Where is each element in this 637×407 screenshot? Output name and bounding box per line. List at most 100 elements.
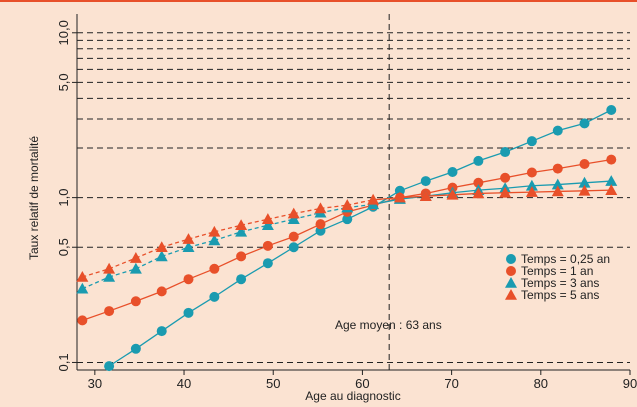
legend-label: Temps = 5 ans	[521, 288, 599, 302]
series-segment	[188, 239, 215, 248]
data-point	[579, 158, 590, 169]
data-point	[606, 154, 617, 165]
legend-item-3: Temps = 5 ans	[505, 288, 599, 302]
series-segment	[505, 185, 532, 189]
series-segment	[108, 257, 137, 270]
data-point	[130, 343, 141, 354]
series-segment	[108, 348, 137, 367]
data-point	[552, 163, 563, 174]
vline-annotation: Age moyen : 63 ans	[335, 318, 442, 332]
legend-marker	[505, 277, 517, 288]
data-point	[235, 225, 248, 237]
series-segment	[584, 180, 612, 184]
series-2	[76, 175, 618, 294]
grid-lines	[77, 14, 630, 370]
series-segment	[267, 212, 294, 220]
series-segment	[108, 268, 137, 278]
series-segment	[161, 238, 189, 248]
series-segment	[452, 192, 479, 196]
legend-item-1: Temps = 1 an	[506, 264, 593, 278]
data-point	[500, 147, 511, 158]
series-segment	[557, 182, 585, 186]
series-segment	[505, 191, 532, 194]
data-point	[261, 213, 274, 224]
data-point	[182, 233, 195, 244]
data-point	[342, 214, 353, 225]
legend-item-2: Temps = 3 ans	[505, 276, 599, 290]
data-point	[287, 207, 300, 219]
data-point	[578, 176, 591, 188]
data-point	[77, 315, 88, 326]
series-segment	[240, 224, 269, 233]
data-point	[315, 219, 326, 230]
series-segment	[425, 194, 453, 197]
data-point	[419, 190, 432, 202]
data-point	[76, 282, 89, 294]
data-point	[552, 125, 563, 136]
data-point	[473, 177, 484, 188]
data-point	[525, 179, 538, 191]
data-point	[525, 186, 538, 197]
legend-marker	[506, 254, 516, 264]
x-tick-label: 50	[266, 376, 280, 391]
data-point	[526, 167, 537, 178]
x-tick-label: 60	[355, 376, 369, 391]
data-point	[129, 252, 142, 263]
x-tick-label: 80	[534, 376, 548, 391]
data-point	[261, 219, 274, 231]
data-point	[183, 307, 194, 318]
data-point	[76, 270, 89, 282]
data-point	[208, 225, 221, 237]
data-point	[182, 241, 195, 253]
y-tick-label: 0,1	[56, 353, 71, 371]
data-point	[104, 361, 115, 372]
series-segment	[240, 218, 269, 226]
legend-label: Temps = 3 ans	[521, 276, 599, 290]
data-point	[288, 231, 299, 242]
series-segment	[399, 195, 426, 199]
series-segment	[240, 262, 269, 280]
data-point	[420, 176, 431, 187]
axes: Age au diagnostic Taux relatif de mortal…	[27, 14, 637, 403]
data-point	[605, 184, 618, 195]
series-3	[76, 184, 618, 282]
data-point	[129, 262, 142, 274]
data-point	[155, 250, 168, 262]
data-point	[262, 258, 273, 269]
legend-marker	[506, 266, 516, 276]
data-point	[446, 188, 459, 200]
data-point	[287, 213, 300, 224]
data-point	[209, 291, 220, 302]
y-tick-label: 0,5	[56, 238, 71, 256]
series-segment	[82, 276, 110, 290]
data-point	[606, 105, 617, 116]
series-1	[77, 154, 617, 326]
series-segment	[452, 189, 479, 194]
data-point	[499, 186, 512, 198]
series-group	[76, 105, 618, 372]
legend-item-0: Temps = 0,25 an	[506, 252, 610, 266]
data-point	[526, 136, 537, 147]
series-segment	[135, 330, 163, 350]
data-point	[235, 219, 248, 231]
data-point	[288, 242, 299, 253]
series-segment	[478, 192, 506, 195]
data-point	[341, 199, 354, 210]
data-point	[367, 193, 380, 205]
series-segment	[82, 268, 110, 278]
legend-marker	[505, 289, 517, 300]
legend-label: Temps = 0,25 an	[521, 252, 610, 266]
series-0	[104, 105, 617, 372]
series-segment	[531, 183, 558, 187]
data-point	[208, 234, 221, 246]
data-point	[605, 175, 618, 186]
data-point	[209, 263, 220, 274]
series-segment	[188, 296, 215, 314]
series-segment	[531, 190, 558, 193]
x-tick-label: 30	[88, 376, 102, 391]
series-segment	[213, 278, 242, 298]
legend-label: Temps = 1 an	[521, 264, 593, 278]
series-segment	[214, 224, 242, 233]
